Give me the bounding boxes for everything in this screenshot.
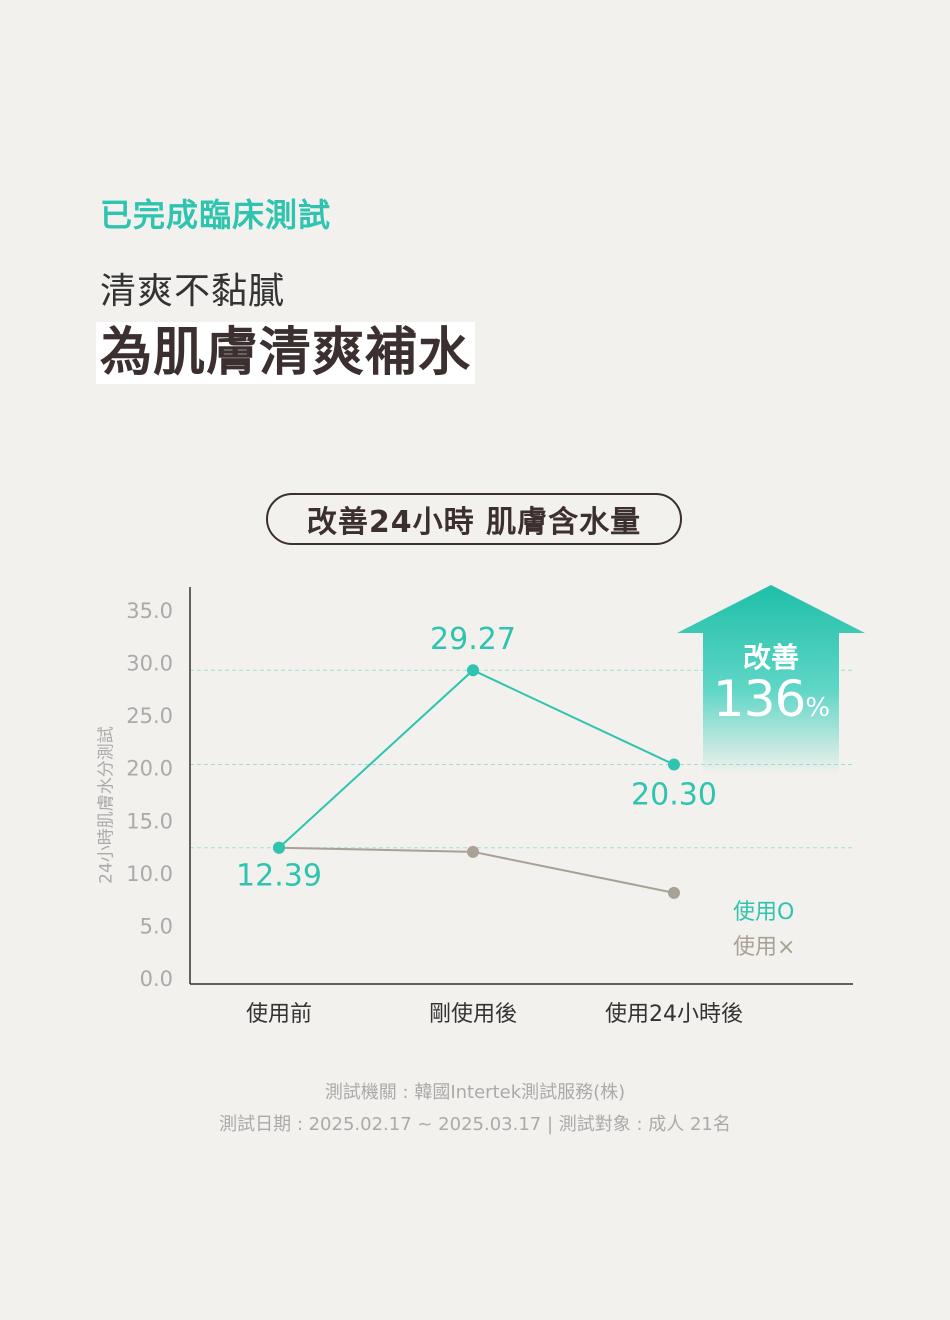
data-point bbox=[668, 886, 680, 899]
series-line-0 bbox=[278, 669, 675, 849]
legend-used: 使用O bbox=[733, 900, 795, 925]
badge-unit: % bbox=[805, 693, 830, 723]
y-axis-label: 24小時肌膚水分測試 bbox=[96, 726, 117, 884]
data-point bbox=[467, 664, 479, 677]
data-point bbox=[668, 758, 680, 771]
chart-title: 改善24小時 肌膚含水量 bbox=[306, 505, 642, 540]
data-label: 29.27 bbox=[430, 622, 516, 657]
y-tick-label: 10.0 bbox=[126, 862, 173, 886]
data-label: 12.39 bbox=[236, 859, 322, 894]
data-label: 20.30 bbox=[631, 778, 717, 813]
headline: 為肌膚清爽補水 bbox=[96, 322, 476, 384]
y-tick-label: 15.0 bbox=[126, 809, 173, 833]
x-tick-label: 使用24小時後 bbox=[605, 1002, 743, 1027]
y-tick-label: 35.0 bbox=[126, 599, 173, 623]
badge-number: 136 bbox=[712, 670, 806, 728]
moisture-line-chart: 0.0 5.0 10.0 15.0 20.0 25.0 30.0 35.0 使用前 剛使用後 使用2… bbox=[126, 587, 853, 1027]
chart-title-pill: 改善24小時 肌膚含水量 bbox=[266, 493, 682, 545]
improvement-arrow-badge bbox=[677, 585, 865, 775]
badge-label: 改善 bbox=[742, 641, 799, 674]
badge-value: 136% bbox=[677, 670, 865, 728]
footer-test-institution: 測試機關 : 韓國Intertek測試服務(株) bbox=[324, 1082, 626, 1103]
y-tick-label: 0.0 bbox=[140, 967, 173, 991]
y-tick-label: 25.0 bbox=[126, 704, 173, 728]
clinical-tested-label: 已完成臨床測試 bbox=[100, 196, 332, 234]
legend-not-used: 使用× bbox=[733, 935, 796, 960]
y-tick-label: 20.0 bbox=[126, 757, 173, 781]
x-tick-label: 剛使用後 bbox=[429, 1002, 517, 1027]
y-tick-label: 5.0 bbox=[140, 914, 173, 938]
data-point bbox=[273, 841, 285, 854]
data-point bbox=[467, 845, 479, 858]
footer-test-details: 測試日期 : 2025.02.17 ~ 2025.03.17 | 測試對象 : … bbox=[219, 1114, 731, 1135]
subtitle: 清爽不黏膩 bbox=[100, 271, 286, 312]
y-tick-label: 30.0 bbox=[126, 652, 173, 676]
x-tick-label: 使用前 bbox=[246, 1002, 312, 1027]
